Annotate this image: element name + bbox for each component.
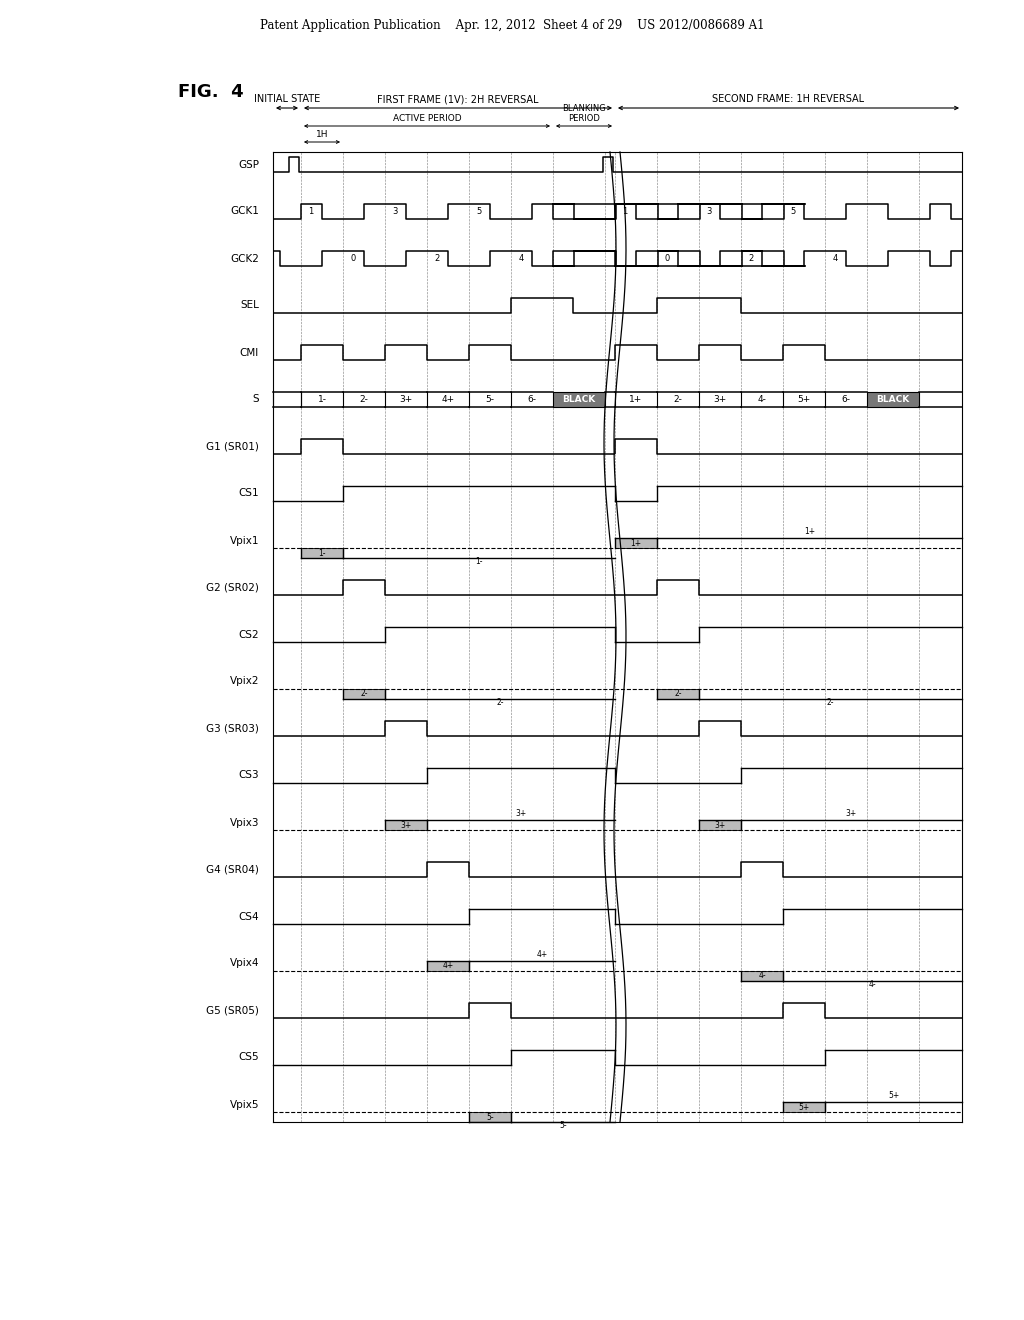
Text: INITIAL STATE: INITIAL STATE [254, 94, 321, 104]
Text: 0: 0 [665, 253, 670, 263]
Text: Vpix4: Vpix4 [229, 958, 259, 969]
Text: 5-: 5- [486, 1113, 494, 1122]
Text: 1+: 1+ [631, 539, 642, 548]
Text: BLANKING
PERIOD: BLANKING PERIOD [562, 103, 606, 123]
Text: 1+: 1+ [804, 527, 815, 536]
Text: 3+: 3+ [399, 395, 413, 404]
Text: FIRST FRAME (1V): 2H REVERSAL: FIRST FRAME (1V): 2H REVERSAL [377, 94, 539, 104]
Text: 2-: 2- [360, 689, 368, 698]
Text: SECOND FRAME: 1H REVERSAL: SECOND FRAME: 1H REVERSAL [713, 94, 864, 104]
Text: CS3: CS3 [239, 771, 259, 780]
Text: 1+: 1+ [630, 395, 643, 404]
Text: G5 (SR05): G5 (SR05) [206, 1006, 259, 1015]
Text: 4-: 4- [868, 979, 877, 989]
Bar [427, 961, 469, 972]
Text: Vpix1: Vpix1 [229, 536, 259, 545]
Bar [469, 1111, 511, 1122]
Text: 1-: 1- [475, 557, 482, 566]
Text: Patent Application Publication    Apr. 12, 2012  Sheet 4 of 29    US 2012/008668: Patent Application Publication Apr. 12, … [260, 18, 764, 32]
Text: BLACK: BLACK [877, 395, 909, 404]
Text: 1H: 1H [315, 129, 329, 139]
Text: FIG.  4: FIG. 4 [178, 83, 244, 102]
Bar [343, 689, 385, 700]
Text: BLACK: BLACK [562, 395, 596, 404]
Text: SEL: SEL [240, 301, 259, 310]
Bar [741, 972, 783, 981]
Text: 1-: 1- [317, 395, 327, 404]
Text: G3 (SR03): G3 (SR03) [206, 723, 259, 734]
Text: 2-: 2- [826, 698, 835, 708]
Bar [385, 820, 427, 830]
Text: GSP: GSP [238, 160, 259, 169]
Bar [783, 1102, 825, 1111]
Text: 2-: 2- [674, 689, 682, 698]
Text: ACTIVE PERIOD: ACTIVE PERIOD [392, 114, 462, 123]
Text: 4+: 4+ [537, 950, 548, 960]
Text: 4-: 4- [758, 395, 766, 404]
Text: 2: 2 [434, 253, 439, 263]
Text: Vpix5: Vpix5 [229, 1100, 259, 1110]
Text: 2-: 2- [674, 395, 682, 404]
Text: 2-: 2- [359, 395, 369, 404]
Bar [867, 392, 919, 407]
Bar [657, 689, 699, 700]
Text: G1 (SR01): G1 (SR01) [206, 441, 259, 451]
Text: 1-: 1- [318, 549, 326, 557]
Text: 5+: 5+ [798, 395, 811, 404]
Text: 2-: 2- [497, 698, 504, 708]
Text: 3+: 3+ [714, 395, 727, 404]
Text: CS5: CS5 [239, 1052, 259, 1063]
Text: 1: 1 [308, 207, 313, 216]
Text: 1: 1 [623, 207, 628, 216]
Text: CS2: CS2 [239, 630, 259, 639]
Text: 4: 4 [833, 253, 838, 263]
Text: 4+: 4+ [441, 395, 455, 404]
Text: 5+: 5+ [799, 1102, 810, 1111]
Text: 5+: 5+ [888, 1092, 899, 1100]
Bar [301, 548, 343, 558]
Text: 5: 5 [791, 207, 796, 216]
Text: 3: 3 [392, 207, 397, 216]
Text: 3+: 3+ [400, 821, 412, 829]
Text: 5-: 5- [559, 1121, 567, 1130]
Text: Vpix2: Vpix2 [229, 676, 259, 686]
Text: G4 (SR04): G4 (SR04) [206, 865, 259, 874]
Text: 6-: 6- [842, 395, 851, 404]
Bar [615, 539, 657, 548]
Text: 5-: 5- [485, 395, 495, 404]
Text: 6-: 6- [527, 395, 537, 404]
Text: S: S [252, 395, 259, 404]
Text: 3+: 3+ [846, 809, 857, 818]
Text: Vpix3: Vpix3 [229, 817, 259, 828]
Text: G2 (SR02): G2 (SR02) [206, 582, 259, 593]
Bar [699, 820, 741, 830]
Text: GCK2: GCK2 [230, 253, 259, 264]
Text: CMI: CMI [240, 347, 259, 358]
Text: 3+: 3+ [715, 821, 726, 829]
Text: 3: 3 [707, 207, 712, 216]
Text: 4: 4 [518, 253, 523, 263]
Text: CS4: CS4 [239, 912, 259, 921]
Text: 4-: 4- [758, 972, 766, 981]
Bar [553, 392, 605, 407]
Text: 0: 0 [350, 253, 355, 263]
Text: CS1: CS1 [239, 488, 259, 499]
Text: 5: 5 [476, 207, 481, 216]
Text: 2: 2 [749, 253, 754, 263]
Text: 4+: 4+ [442, 961, 454, 970]
Text: 3+: 3+ [515, 809, 526, 818]
Text: GCK1: GCK1 [230, 206, 259, 216]
